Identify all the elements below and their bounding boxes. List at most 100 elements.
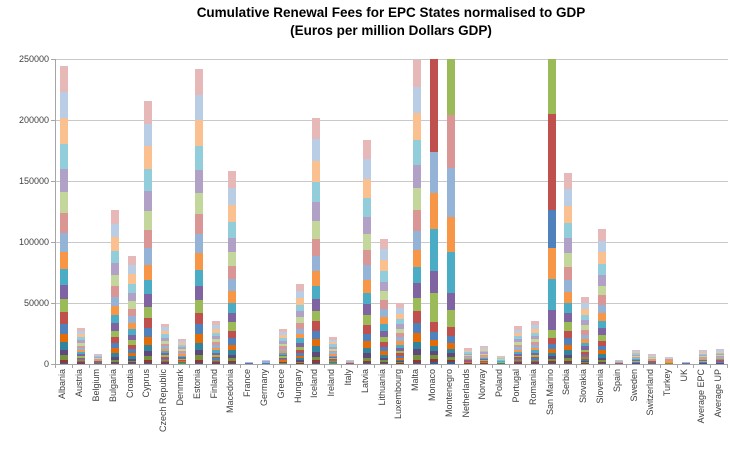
bar-segment[interactable] <box>631 357 640 359</box>
bar-segment[interactable] <box>564 238 573 254</box>
bar-segment[interactable] <box>480 345 489 348</box>
bar-segment[interactable] <box>329 355 338 357</box>
bar-segment[interactable] <box>295 283 304 291</box>
bar-segment[interactable] <box>581 362 590 364</box>
bar-segment[interactable] <box>94 353 102 355</box>
bar-segment[interactable] <box>413 355 422 360</box>
bar-segment[interactable] <box>161 358 170 360</box>
bar-segment[interactable] <box>430 350 438 355</box>
bar-segment[interactable] <box>463 361 472 363</box>
bar-segment[interactable] <box>530 345 539 348</box>
bar-segment[interactable] <box>530 358 539 360</box>
bar-segment[interactable] <box>127 274 136 284</box>
bar-segment[interactable] <box>194 192 203 215</box>
bar-segment[interactable] <box>413 333 422 343</box>
bar-segment[interactable] <box>178 345 186 348</box>
bar-luxembourg[interactable] <box>396 303 405 364</box>
bar-segment[interactable] <box>144 360 153 363</box>
bar-segment[interactable] <box>530 356 539 359</box>
bar-segment[interactable] <box>144 351 153 357</box>
bar-segment[interactable] <box>127 316 136 324</box>
bar-segment[interactable] <box>312 239 321 256</box>
bar-segment[interactable] <box>161 359 170 362</box>
bar-segment[interactable] <box>178 360 186 362</box>
bar-segment[interactable] <box>60 213 69 234</box>
bar-segment[interactable] <box>77 342 86 346</box>
bar-segment[interactable] <box>312 352 321 357</box>
bar-switzerland[interactable] <box>648 354 657 364</box>
bar-segment[interactable] <box>497 359 506 360</box>
bar-segment[interactable] <box>547 59 556 114</box>
bar-segment[interactable] <box>94 360 102 361</box>
bar-segment[interactable] <box>110 359 119 362</box>
bar-segment[interactable] <box>514 326 522 330</box>
bar-segment[interactable] <box>547 348 556 353</box>
bar-segment[interactable] <box>194 349 203 356</box>
bar-segment[interactable] <box>60 284 69 300</box>
bar-segment[interactable] <box>228 361 237 364</box>
bar-segment[interactable] <box>446 292 455 310</box>
bar-segment[interactable] <box>413 342 422 350</box>
bar-segment[interactable] <box>446 356 455 360</box>
bar-segment[interactable] <box>396 308 405 314</box>
bar-segment[interactable] <box>547 362 556 364</box>
bar-segment[interactable] <box>144 100 153 124</box>
bar-greece[interactable] <box>278 328 287 364</box>
bar-segment[interactable] <box>547 352 556 356</box>
bar-segment[interactable] <box>598 340 606 346</box>
bar-segment[interactable] <box>480 360 489 361</box>
bar-segment[interactable] <box>362 178 371 199</box>
bar-segment[interactable] <box>362 216 371 234</box>
bar-segment[interactable] <box>514 332 522 337</box>
bar-segment[interactable] <box>295 290 304 298</box>
bar-segment[interactable] <box>312 285 321 299</box>
bar-segment[interactable] <box>514 342 522 345</box>
bar-segment[interactable] <box>228 204 237 222</box>
bar-segment[interactable] <box>514 329 522 333</box>
bar-segment[interactable] <box>480 353 489 355</box>
bar-segment[interactable] <box>144 248 153 265</box>
bar-segment[interactable] <box>295 338 304 343</box>
bar-segment[interactable] <box>379 308 388 317</box>
bar-segment[interactable] <box>430 59 438 153</box>
bar-segment[interactable] <box>329 358 338 360</box>
bar-segment[interactable] <box>379 249 388 261</box>
bar-segment[interactable] <box>514 358 522 361</box>
bar-segment[interactable] <box>514 352 522 355</box>
bar-segment[interactable] <box>698 353 707 355</box>
bar-segment[interactable] <box>598 334 606 341</box>
bar-segment[interactable] <box>446 309 455 327</box>
bar-segment[interactable] <box>463 348 472 350</box>
bar-segment[interactable] <box>94 361 102 362</box>
bar-segment[interactable] <box>598 295 606 305</box>
bar-segment[interactable] <box>698 356 707 358</box>
bar-segment[interactable] <box>127 345 136 350</box>
bar-segment[interactable] <box>480 362 489 363</box>
bar-segment[interactable] <box>463 358 472 360</box>
bar-segment[interactable] <box>480 347 489 350</box>
bar-segment[interactable] <box>379 342 388 348</box>
bar-segment[interactable] <box>698 352 707 354</box>
bar-segment[interactable] <box>110 363 119 364</box>
bar-segment[interactable] <box>194 299 203 313</box>
bar-segment[interactable] <box>446 359 455 363</box>
bar-segment[interactable] <box>77 362 86 364</box>
bar-italy[interactable] <box>346 360 354 364</box>
bar-segment[interactable] <box>379 271 388 282</box>
bar-segment[interactable] <box>211 328 220 333</box>
bar-segment[interactable] <box>480 361 489 363</box>
bar-segment[interactable] <box>278 331 287 335</box>
bar-segment[interactable] <box>178 355 186 358</box>
bar-segment[interactable] <box>94 356 102 358</box>
bar-segment[interactable] <box>413 60 422 87</box>
bar-segment[interactable] <box>77 327 86 331</box>
bar-segment[interactable] <box>228 312 237 323</box>
bar-segment[interactable] <box>94 360 102 362</box>
bar-segment[interactable] <box>329 360 338 362</box>
bar-segment[interactable] <box>446 326 455 336</box>
bar-segment[interactable] <box>514 361 522 363</box>
bar-serbia[interactable] <box>564 172 573 364</box>
bar-segment[interactable] <box>178 352 186 355</box>
bar-segment[interactable] <box>94 359 102 361</box>
bar-segment[interactable] <box>161 327 170 331</box>
